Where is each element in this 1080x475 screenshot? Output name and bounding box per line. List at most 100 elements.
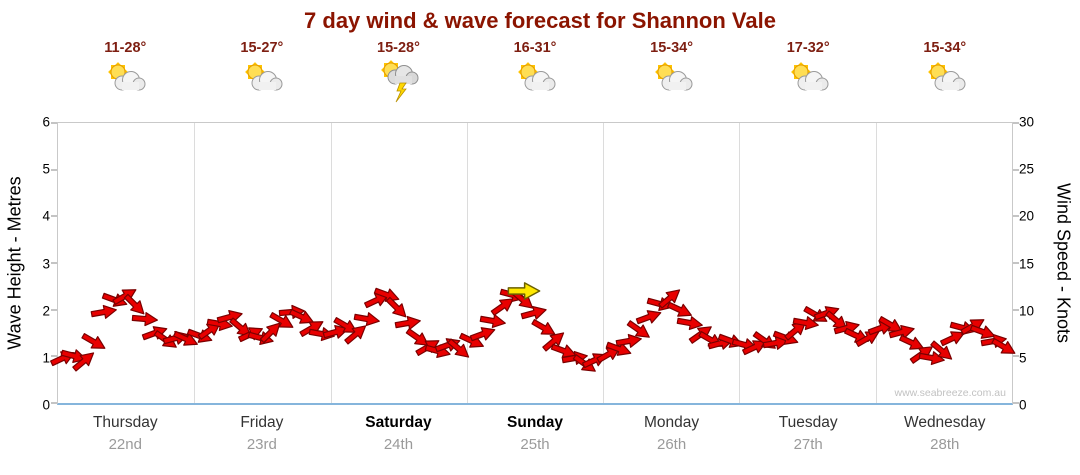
wind-arrow (852, 324, 883, 351)
wind-arrow (792, 312, 821, 332)
wind-arrow (382, 293, 412, 323)
wind-arrow (467, 322, 498, 346)
left-axis-tick-label: 3 (42, 256, 50, 271)
wind-arrow (761, 333, 790, 353)
temperature-range: 16-31° (513, 40, 557, 56)
wind-arrow (927, 336, 958, 366)
cloud-icon (251, 71, 283, 91)
left-axis-tick (51, 355, 57, 357)
cloud-icon (934, 71, 966, 91)
right-axis-tick-label: 25 (1019, 161, 1035, 177)
right-axis-tick (1013, 309, 1019, 311)
wind-arrow (676, 312, 705, 332)
wind-arrow (781, 315, 812, 345)
wind-arrow (361, 287, 392, 313)
left-axis-tick (51, 122, 57, 124)
x-label-tuesday: Tuesday 27th (740, 414, 877, 453)
left-axis-tick-label: 6 (42, 114, 50, 130)
day-header-sunday: 16-31° (467, 40, 604, 108)
left-axis-tick (51, 215, 57, 217)
right-axis-tick-label: 30 (1019, 114, 1035, 130)
left-axis-tick (51, 402, 57, 404)
left-axis-tick-label: 1 (42, 350, 50, 366)
x-label-monday: Monday 26th (603, 414, 740, 453)
right-axis-tick-label: 20 (1019, 208, 1035, 224)
day-name: Thursday (92, 414, 158, 431)
wind-arrow (478, 311, 507, 331)
partly-cloudy-icon (654, 62, 693, 91)
cloud-icon (797, 71, 829, 91)
wind-arrow (937, 325, 968, 351)
weather-icon (102, 59, 148, 103)
day-gridline (603, 123, 605, 403)
wind-arrow (266, 307, 297, 334)
wind-arrow (614, 331, 643, 351)
weather-icon (375, 59, 421, 103)
day-name: Saturday (365, 414, 432, 431)
wind-arrow (896, 330, 927, 356)
day-date: 25th (520, 436, 550, 453)
wind-arrow (68, 346, 99, 376)
cloud-icon (387, 65, 419, 85)
cloud-icon (114, 71, 146, 91)
right-axis-tick (1013, 402, 1019, 404)
day-headers-row: 11-28° 15-27° 15-28° 16-31° 15-34° 17-32… (57, 40, 1013, 108)
wind-arrow (654, 284, 685, 314)
temperature-range: 15-34° (923, 40, 967, 56)
peak-wind-arrow (507, 281, 541, 301)
right-axis-tick (1013, 355, 1019, 357)
wind-arrow (78, 329, 109, 356)
x-label-sunday: Sunday 25th (467, 414, 604, 453)
left-axis-tick-label: 0 (42, 397, 50, 413)
wind-arrow (603, 337, 634, 361)
partly-cloudy-icon (927, 62, 966, 91)
day-name: Friday (240, 414, 284, 431)
temperature-range: 15-27° (240, 40, 284, 56)
partly-cloudy-icon (518, 62, 556, 91)
plot-area: www.seabreeze.com.au (50, 122, 1019, 405)
day-date: 27th (793, 436, 823, 453)
weather-icon (649, 59, 695, 103)
day-name: Wednesday (903, 414, 986, 431)
left-axis-tick (51, 169, 57, 171)
page-title: 7 day wind & wave forecast for Shannon V… (304, 8, 776, 33)
day-gridline (739, 123, 741, 403)
temperature-range: 15-34° (650, 40, 694, 56)
temperature-range: 15-28° (377, 40, 420, 56)
lightning-icon (396, 82, 408, 103)
wind-arrow (443, 334, 474, 364)
storm-icon (381, 60, 419, 103)
left-axis-title: Wave Height - Metres (4, 176, 25, 350)
wind-arrow (402, 323, 433, 352)
x-label-thursday: Thursday 22nd (57, 414, 194, 453)
right-axis-tick (1013, 262, 1019, 264)
day-gridline (466, 123, 468, 403)
x-label-wednesday: Wednesday 28th (876, 414, 1013, 453)
wind-arrow (634, 305, 665, 329)
right-axis-tick-labels: 0 5 10 15 20 25 30 (1019, 115, 1047, 413)
day-gridline (194, 123, 196, 403)
partly-cloudy-icon (244, 62, 283, 91)
day-name: Sunday (507, 414, 564, 431)
weather-icon (785, 59, 831, 103)
day-date: 22nd (108, 436, 142, 453)
day-header-friday: 15-27° (194, 40, 331, 108)
wind-arrow (988, 333, 1019, 360)
right-axis-tick (1013, 215, 1019, 217)
day-gridline (330, 123, 332, 403)
wind-arrow (886, 321, 916, 343)
day-header-monday: 15-34° (603, 40, 740, 108)
wind-arrow (593, 341, 624, 368)
right-axis-tick-label: 5 (1019, 350, 1027, 366)
temperature-range: 11-28° (104, 40, 147, 56)
weather-icon (922, 59, 968, 103)
wind-arrow (321, 321, 351, 343)
right-axis-tick-label: 0 (1019, 397, 1027, 413)
partly-cloudy-icon (108, 62, 146, 91)
temperature-range: 17-32° (786, 40, 830, 56)
wind-arrow (170, 326, 201, 352)
day-header-tuesday: 17-32° (740, 40, 877, 108)
weather-icon (239, 59, 285, 103)
day-date: 28th (930, 436, 960, 453)
day-name: Tuesday (778, 414, 838, 431)
